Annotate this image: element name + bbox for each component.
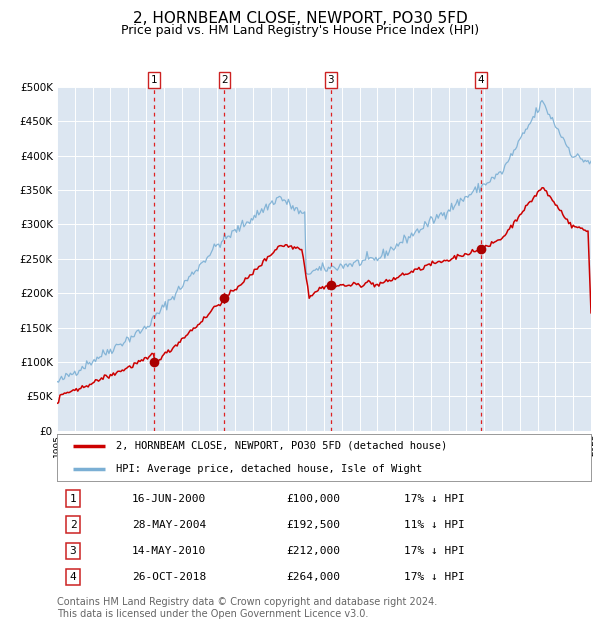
Text: £100,000: £100,000	[287, 494, 341, 504]
Text: £192,500: £192,500	[287, 520, 341, 530]
Text: £212,000: £212,000	[287, 546, 341, 556]
Text: 14-MAY-2010: 14-MAY-2010	[132, 546, 206, 556]
Text: 26-OCT-2018: 26-OCT-2018	[132, 572, 206, 582]
Text: 17% ↓ HPI: 17% ↓ HPI	[404, 494, 465, 504]
Text: 2: 2	[70, 520, 76, 530]
Text: 17% ↓ HPI: 17% ↓ HPI	[404, 572, 465, 582]
Text: 3: 3	[70, 546, 76, 556]
Text: 16-JUN-2000: 16-JUN-2000	[132, 494, 206, 504]
Text: 28-MAY-2004: 28-MAY-2004	[132, 520, 206, 530]
Text: £264,000: £264,000	[287, 572, 341, 582]
Text: 1: 1	[151, 75, 158, 85]
Text: Price paid vs. HM Land Registry's House Price Index (HPI): Price paid vs. HM Land Registry's House …	[121, 24, 479, 37]
Text: 2, HORNBEAM CLOSE, NEWPORT, PO30 5FD: 2, HORNBEAM CLOSE, NEWPORT, PO30 5FD	[133, 11, 467, 26]
Text: Contains HM Land Registry data © Crown copyright and database right 2024.
This d: Contains HM Land Registry data © Crown c…	[57, 597, 437, 619]
Text: 1: 1	[70, 494, 76, 504]
Text: 4: 4	[70, 572, 76, 582]
Text: 2, HORNBEAM CLOSE, NEWPORT, PO30 5FD (detached house): 2, HORNBEAM CLOSE, NEWPORT, PO30 5FD (de…	[116, 441, 447, 451]
Text: 4: 4	[478, 75, 484, 85]
Text: 17% ↓ HPI: 17% ↓ HPI	[404, 546, 465, 556]
Text: 11% ↓ HPI: 11% ↓ HPI	[404, 520, 465, 530]
Text: 2: 2	[221, 75, 228, 85]
Text: HPI: Average price, detached house, Isle of Wight: HPI: Average price, detached house, Isle…	[116, 464, 422, 474]
Text: 3: 3	[327, 75, 334, 85]
